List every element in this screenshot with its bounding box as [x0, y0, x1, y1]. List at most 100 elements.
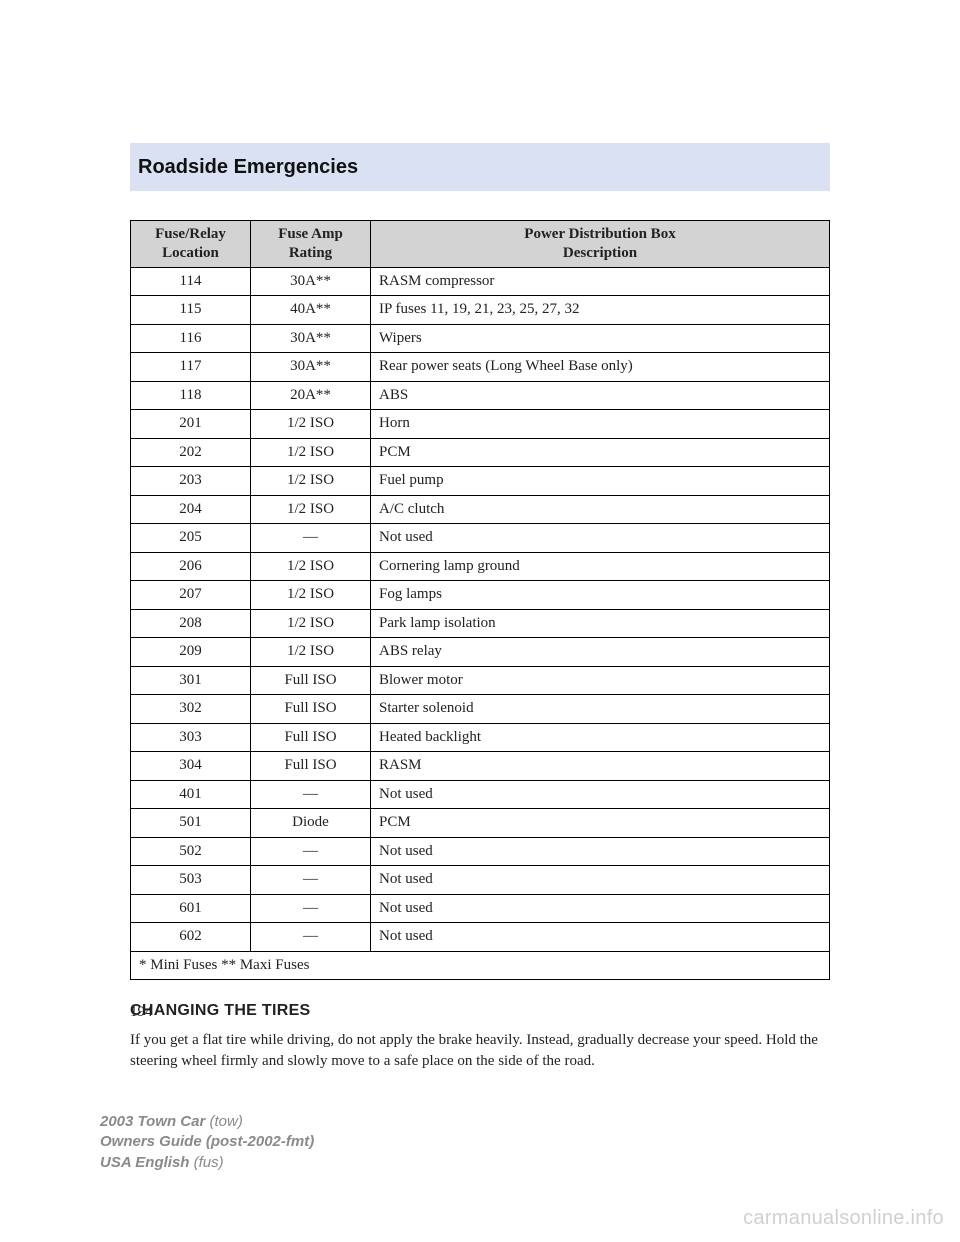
- footer-paren: (tow): [209, 1113, 242, 1130]
- cell-description: Fuel pump: [371, 467, 830, 496]
- cell-description: PCM: [371, 438, 830, 467]
- table-row: 602—Not used: [131, 923, 830, 952]
- footer-strong: Owners Guide (post-2002-fmt): [100, 1133, 314, 1150]
- cell-location: 116: [131, 324, 251, 353]
- cell-description: Not used: [371, 780, 830, 809]
- cell-description: Cornering lamp ground: [371, 552, 830, 581]
- col-header-line: Fuse/Relay: [155, 226, 226, 242]
- cell-rating: 1/2 ISO: [251, 467, 371, 496]
- cell-location: 601: [131, 894, 251, 923]
- cell-rating: 1/2 ISO: [251, 609, 371, 638]
- cell-description: IP fuses 11, 19, 21, 23, 25, 27, 32: [371, 296, 830, 325]
- col-header-line: Power Distribution Box: [524, 226, 675, 242]
- cell-location: 204: [131, 495, 251, 524]
- cell-rating: Full ISO: [251, 752, 371, 781]
- changing-tires-heading: CHANGING THE TIRES: [130, 1002, 830, 1020]
- cell-location: 114: [131, 267, 251, 296]
- cell-location: 602: [131, 923, 251, 952]
- cell-location: 201: [131, 410, 251, 439]
- cell-location: 208: [131, 609, 251, 638]
- cell-location: 302: [131, 695, 251, 724]
- section-title: Roadside Emergencies: [138, 156, 358, 179]
- cell-rating: 1/2 ISO: [251, 410, 371, 439]
- table-row: 11820A**ABS: [131, 381, 830, 410]
- table-row: 301Full ISOBlower motor: [131, 666, 830, 695]
- cell-description: Fog lamps: [371, 581, 830, 610]
- table-row: 2061/2 ISOCornering lamp ground: [131, 552, 830, 581]
- cell-location: 303: [131, 723, 251, 752]
- cell-rating: Full ISO: [251, 695, 371, 724]
- cell-description: Heated backlight: [371, 723, 830, 752]
- cell-rating: —: [251, 894, 371, 923]
- cell-rating: 1/2 ISO: [251, 552, 371, 581]
- table-body: 11430A**RASM compressor11540A**IP fuses …: [131, 267, 830, 951]
- col-header-location: Fuse/Relay Location: [131, 221, 251, 268]
- cell-rating: 40A**: [251, 296, 371, 325]
- cell-location: 205: [131, 524, 251, 553]
- col-header-line: Fuse Amp: [278, 226, 343, 242]
- table-row: 503—Not used: [131, 866, 830, 895]
- table-row: 11730A**Rear power seats (Long Wheel Bas…: [131, 353, 830, 382]
- cell-description: Wipers: [371, 324, 830, 353]
- watermark: carmanualsonline.info: [743, 1207, 944, 1230]
- cell-rating: Full ISO: [251, 666, 371, 695]
- cell-description: Not used: [371, 894, 830, 923]
- cell-description: Not used: [371, 524, 830, 553]
- table-footnote: * Mini Fuses ** Maxi Fuses: [131, 951, 830, 980]
- footer-line-3: USA English (fus): [100, 1153, 314, 1173]
- footer-line-2: Owners Guide (post-2002-fmt): [100, 1132, 314, 1152]
- col-header-line: Location: [162, 245, 219, 261]
- col-header-line: Rating: [289, 245, 332, 261]
- table-row: 502—Not used: [131, 837, 830, 866]
- footer-line-1: 2003 Town Car (tow): [100, 1112, 314, 1132]
- cell-rating: —: [251, 923, 371, 952]
- table-row: 2091/2 ISOABS relay: [131, 638, 830, 667]
- footer-strong: USA English: [100, 1154, 194, 1171]
- table-row: 2011/2 ISOHorn: [131, 410, 830, 439]
- cell-rating: Diode: [251, 809, 371, 838]
- cell-location: 501: [131, 809, 251, 838]
- table-header: Fuse/Relay Location Fuse Amp Rating Powe…: [131, 221, 830, 268]
- cell-rating: —: [251, 866, 371, 895]
- cell-rating: 30A**: [251, 324, 371, 353]
- cell-description: Not used: [371, 837, 830, 866]
- col-header-description: Power Distribution Box Description: [371, 221, 830, 268]
- cell-rating: —: [251, 780, 371, 809]
- cell-description: RASM compressor: [371, 267, 830, 296]
- table-row: 2081/2 ISOPark lamp isolation: [131, 609, 830, 638]
- table-row: 2071/2 ISOFog lamps: [131, 581, 830, 610]
- cell-description: Blower motor: [371, 666, 830, 695]
- cell-rating: 1/2 ISO: [251, 638, 371, 667]
- cell-description: PCM: [371, 809, 830, 838]
- cell-rating: 20A**: [251, 381, 371, 410]
- table-row: 303Full ISOHeated backlight: [131, 723, 830, 752]
- cell-location: 503: [131, 866, 251, 895]
- cell-location: 207: [131, 581, 251, 610]
- table-row: 11540A**IP fuses 11, 19, 21, 23, 25, 27,…: [131, 296, 830, 325]
- cell-rating: —: [251, 524, 371, 553]
- cell-location: 502: [131, 837, 251, 866]
- cell-rating: 30A**: [251, 353, 371, 382]
- cell-location: 301: [131, 666, 251, 695]
- cell-location: 304: [131, 752, 251, 781]
- table-row: 304Full ISORASM: [131, 752, 830, 781]
- page-number: 194: [130, 1004, 153, 1021]
- table-row: 601—Not used: [131, 894, 830, 923]
- table-row: 401—Not used: [131, 780, 830, 809]
- table-row: 2041/2 ISOA/C clutch: [131, 495, 830, 524]
- footer-strong: 2003 Town Car: [100, 1113, 209, 1130]
- cell-description: Park lamp isolation: [371, 609, 830, 638]
- table-row: 2021/2 ISOPCM: [131, 438, 830, 467]
- cell-rating: —: [251, 837, 371, 866]
- cell-rating: Full ISO: [251, 723, 371, 752]
- table-row: 11430A**RASM compressor: [131, 267, 830, 296]
- cell-location: 401: [131, 780, 251, 809]
- changing-tires-body: If you get a flat tire while driving, do…: [130, 1030, 830, 1072]
- cell-rating: 1/2 ISO: [251, 495, 371, 524]
- page-content: Fuse/Relay Location Fuse Amp Rating Powe…: [130, 220, 830, 1072]
- table-row: 302Full ISOStarter solenoid: [131, 695, 830, 724]
- cell-description: Horn: [371, 410, 830, 439]
- cell-description: Not used: [371, 866, 830, 895]
- col-header-rating: Fuse Amp Rating: [251, 221, 371, 268]
- table-row: 11630A**Wipers: [131, 324, 830, 353]
